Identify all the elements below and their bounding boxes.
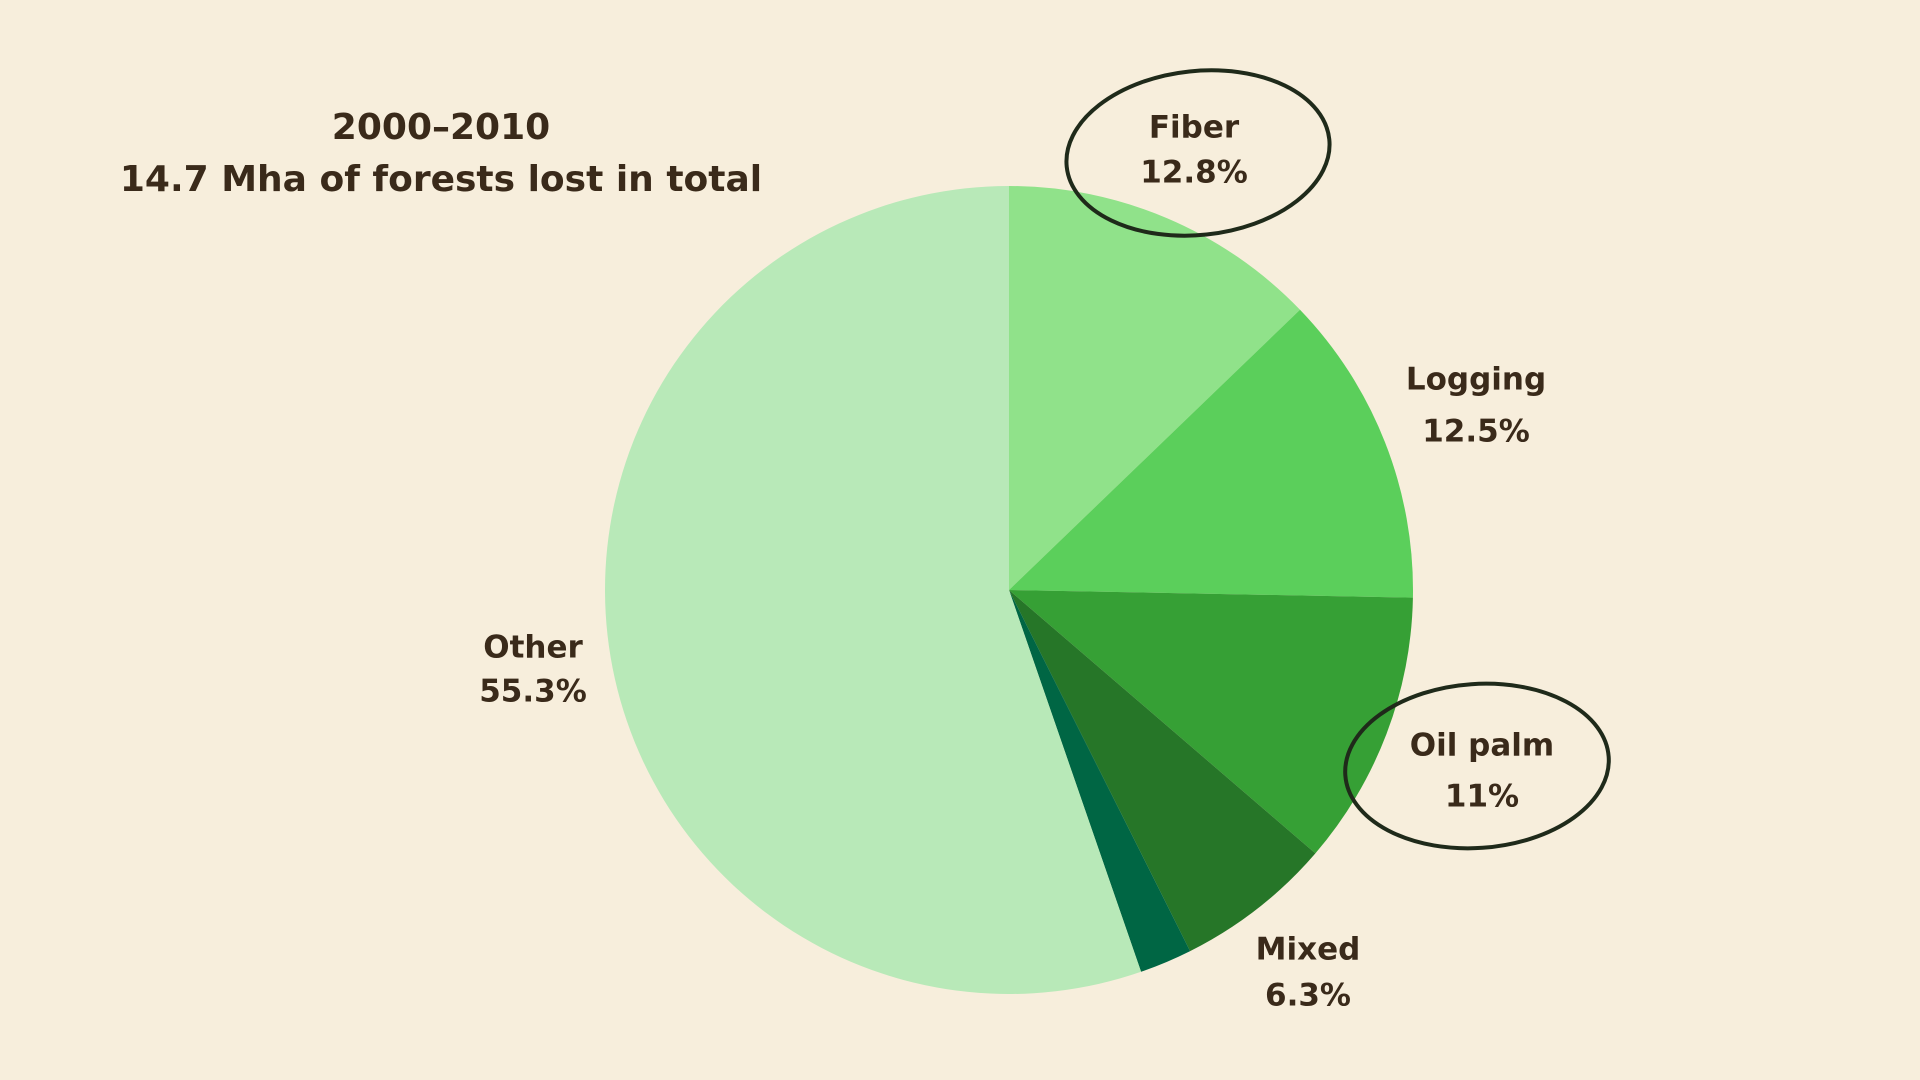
- pie-slice: [1009, 590, 1316, 952]
- chart-subtitle: 14.7 Mha of forests lost in total: [120, 159, 762, 200]
- slice-label: Other: [483, 630, 583, 666]
- highlight-circle: [1064, 68, 1332, 238]
- labels: Fiber 12.8% Logging 12.5% Oil palm 11% Mixed 6.…: [479, 110, 1554, 1014]
- value-label: 6.3%: [1265, 978, 1351, 1014]
- pie-slice: [1009, 186, 1301, 590]
- pie: [604, 186, 1413, 994]
- pie-slice: [1009, 590, 1191, 972]
- slice-label: Fiber: [1149, 110, 1240, 146]
- value-label: 55.3%: [479, 674, 587, 710]
- chart-title: 2000–2010: [332, 107, 550, 148]
- pie-slice: [604, 186, 1142, 994]
- pie-slice: [1009, 309, 1413, 598]
- value-label: 12.5%: [1422, 414, 1530, 450]
- pie-slice: [1009, 590, 1413, 854]
- slice-label: Logging: [1406, 362, 1546, 398]
- highlight-circle: [1343, 681, 1611, 851]
- slice-label: Oil palm: [1410, 728, 1554, 764]
- value-label: 12.8%: [1140, 155, 1248, 191]
- value-label: 11%: [1445, 779, 1519, 815]
- slice-label: Mixed: [1256, 932, 1361, 968]
